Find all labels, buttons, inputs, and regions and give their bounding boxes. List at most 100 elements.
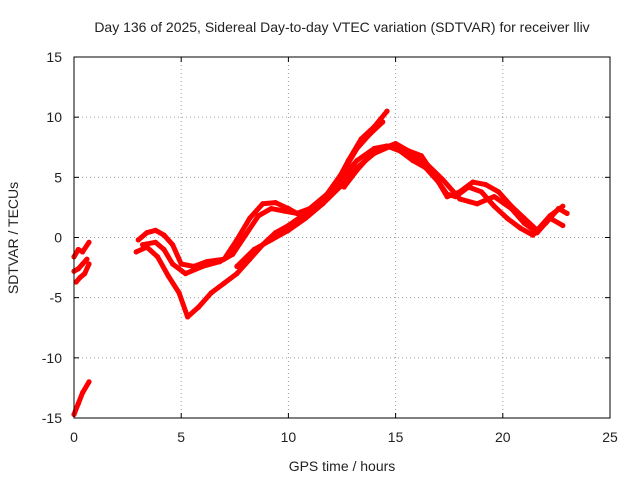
series-trace-1 [71, 379, 92, 417]
series-6-point [281, 208, 287, 214]
series-1-point [80, 390, 86, 396]
series-trace-6 [140, 119, 386, 277]
series-6-point [367, 131, 373, 137]
series-9-point [444, 194, 450, 200]
series-7-point [234, 271, 240, 277]
x-tick-label: 5 [177, 429, 185, 445]
series-8-point [303, 215, 309, 221]
y-tick-label: 10 [46, 109, 62, 125]
series-7-point [185, 314, 191, 320]
series-7-point [478, 189, 484, 195]
series-7-point [491, 203, 497, 209]
series-3-point [84, 256, 90, 262]
grid-layer [74, 57, 610, 418]
series-4-point [77, 274, 83, 280]
series-9-point [547, 213, 553, 219]
series-9-point [457, 189, 463, 195]
series-5-point [170, 242, 176, 248]
series-4-point [86, 261, 92, 267]
series-8-point [337, 184, 343, 190]
x-tick-label: 25 [602, 429, 618, 445]
series-2-point [80, 249, 86, 255]
y-axis-label: SDTVAR / TECUs [5, 182, 21, 294]
series-7-point [337, 177, 343, 183]
series-7-point [504, 215, 510, 221]
series-7-point [165, 273, 171, 279]
series-7-point [155, 254, 161, 260]
series-5-point [152, 227, 159, 233]
series-6-point [255, 213, 261, 219]
y-tick-label: 5 [54, 169, 62, 185]
series-8-point [440, 177, 446, 183]
series-trace-4 [73, 261, 92, 285]
series-4-point [73, 279, 79, 285]
x-tick-label: 0 [70, 429, 78, 445]
series-7-point [564, 210, 570, 216]
series-9-point [495, 189, 502, 195]
series-5-point [161, 232, 167, 238]
series-7-point [208, 290, 214, 296]
series-7-point [530, 232, 536, 238]
x-tick-label: 20 [495, 429, 511, 445]
series-7-point [195, 304, 201, 310]
series-2-point [75, 246, 81, 253]
chart-title: Day 136 of 2025, Sidereal Day-to-day VTE… [94, 19, 589, 35]
series-7-point [176, 290, 182, 296]
y-tick-label: -5 [50, 290, 63, 306]
series-7-point [221, 280, 227, 286]
series-6-point [294, 210, 300, 216]
series-5-point [234, 237, 240, 243]
series-5-point [260, 201, 266, 207]
series-9-point [380, 145, 386, 152]
series-8-point [560, 222, 566, 229]
series-8-point [268, 237, 274, 243]
series-8-point [474, 201, 480, 207]
series-9-point [534, 227, 540, 233]
y-tick-label: 15 [46, 49, 62, 65]
series-6-point [354, 145, 360, 152]
series-6-point [161, 246, 167, 253]
x-tick-label: 10 [281, 429, 297, 445]
series-1-point [86, 379, 92, 385]
series-9-point [508, 203, 514, 209]
y-tick-label: -10 [42, 350, 62, 366]
x-axis-label: GPS time / hours [289, 458, 396, 474]
series-8-point [234, 263, 240, 269]
series-7-point [144, 244, 150, 250]
series-5-point [272, 200, 279, 206]
series-6-point [217, 259, 223, 265]
series-9-point [560, 203, 566, 209]
series-8-point [251, 246, 257, 253]
series-9-point [470, 179, 476, 185]
x-tick-label: 15 [388, 429, 404, 445]
series-7-point [354, 157, 360, 164]
y-tick-label: 0 [54, 230, 62, 246]
series-8-point [285, 227, 291, 233]
series-4-point [82, 271, 88, 277]
series-7-point [517, 225, 523, 231]
series-3-point [75, 266, 81, 272]
series-3-point [80, 261, 86, 267]
series-5-point [135, 237, 141, 243]
series-8-point [320, 201, 326, 207]
series-6-point [200, 263, 206, 269]
series-9-point [341, 184, 347, 190]
series-6-point [268, 206, 274, 212]
series-9-point [483, 182, 489, 188]
series-5-point [384, 108, 390, 114]
series-6-point [152, 239, 159, 245]
series-7-point [133, 249, 139, 255]
series-9-point [405, 148, 412, 154]
series-2-point [86, 239, 92, 245]
series-trace-9 [341, 141, 566, 233]
series-5-point [178, 261, 184, 267]
tick-layer: 0 5 10 15 20 25 -15 -10 -5 0 5 10 15 [42, 49, 618, 445]
series-9-point [431, 172, 437, 178]
y-tick-label: -15 [42, 410, 62, 426]
series-9-point [393, 141, 399, 147]
series-9-point [418, 153, 424, 159]
series-6-point [380, 119, 386, 125]
series-1-point [75, 401, 81, 407]
series-6-point [182, 271, 189, 277]
